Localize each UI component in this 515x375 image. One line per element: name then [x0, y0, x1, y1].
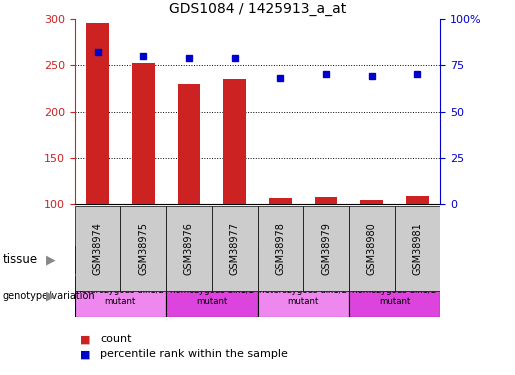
Bar — [349, 206, 394, 291]
Text: ■: ■ — [80, 334, 90, 344]
Title: GDS1084 / 1425913_a_at: GDS1084 / 1425913_a_at — [169, 2, 346, 16]
Bar — [75, 246, 258, 274]
Bar — [349, 276, 440, 317]
Bar — [75, 276, 166, 317]
Text: GSM38977: GSM38977 — [230, 222, 239, 275]
Bar — [258, 276, 349, 317]
Text: count: count — [100, 334, 132, 344]
Text: GSM38976: GSM38976 — [184, 222, 194, 275]
Text: ▶: ▶ — [46, 253, 55, 266]
Bar — [303, 206, 349, 291]
Text: heterozygous dlx1/2
mutant: heterozygous dlx1/2 mutant — [76, 286, 164, 306]
Text: GSM38980: GSM38980 — [367, 222, 377, 275]
Text: ■: ■ — [80, 350, 90, 359]
Bar — [360, 200, 383, 204]
Text: tissue: tissue — [3, 253, 38, 266]
Text: GSM38974: GSM38974 — [93, 222, 102, 275]
Text: homozygous dlx1/2
mutant: homozygous dlx1/2 mutant — [169, 286, 254, 306]
Bar — [75, 206, 121, 291]
Bar — [166, 276, 258, 317]
Bar — [223, 79, 246, 204]
Bar — [178, 84, 200, 204]
Text: percentile rank within the sample: percentile rank within the sample — [100, 350, 288, 359]
Text: GSM38978: GSM38978 — [276, 222, 285, 275]
Text: basal ganglion: basal ganglion — [121, 253, 212, 266]
Bar — [86, 23, 109, 204]
Bar — [406, 196, 429, 204]
Bar — [315, 197, 337, 204]
Text: GSM38981: GSM38981 — [413, 222, 422, 275]
Bar — [258, 246, 440, 274]
Bar — [269, 198, 292, 204]
Text: heterozygous dlx1/2
mutant: heterozygous dlx1/2 mutant — [259, 286, 347, 306]
Text: GSM38979: GSM38979 — [321, 222, 331, 275]
Bar — [166, 206, 212, 291]
Bar — [121, 206, 166, 291]
Text: homozygous dlx1/2
mutant: homozygous dlx1/2 mutant — [352, 286, 437, 306]
Bar — [212, 206, 258, 291]
Text: GSM38975: GSM38975 — [138, 222, 148, 275]
Bar — [132, 63, 154, 204]
Text: ▶: ▶ — [46, 290, 55, 303]
Bar — [258, 206, 303, 291]
Text: genotype/variation: genotype/variation — [3, 291, 95, 301]
Bar — [394, 206, 440, 291]
Text: cortex: cortex — [329, 253, 369, 266]
